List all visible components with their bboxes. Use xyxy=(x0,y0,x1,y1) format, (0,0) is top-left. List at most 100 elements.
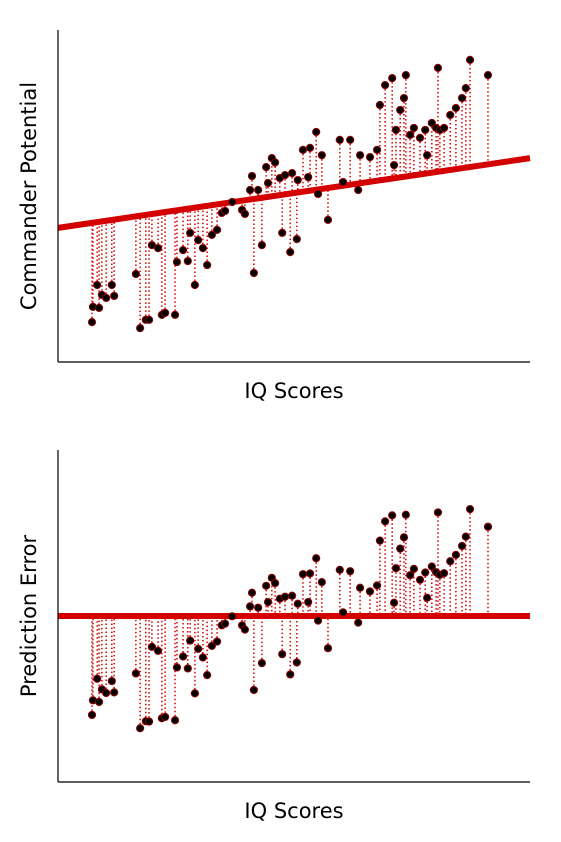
data-point xyxy=(375,100,385,110)
data-point xyxy=(335,135,344,144)
data-point xyxy=(207,641,216,650)
data-point xyxy=(317,151,326,160)
data-point xyxy=(107,676,116,686)
data-point xyxy=(391,564,401,573)
data-point xyxy=(190,689,199,698)
data-point xyxy=(483,522,493,531)
data-point xyxy=(457,93,467,103)
data-point xyxy=(355,583,365,592)
data-point xyxy=(354,185,363,195)
data-point xyxy=(153,646,163,655)
data-point xyxy=(286,670,295,679)
data-point xyxy=(380,81,390,90)
data-point xyxy=(161,712,170,722)
y-axis-label: Prediction Error xyxy=(17,535,41,698)
data-point xyxy=(161,308,170,317)
data-point xyxy=(446,110,455,120)
data-point xyxy=(278,228,287,237)
data-point xyxy=(312,554,321,563)
data-point xyxy=(144,315,154,324)
data-point xyxy=(305,569,315,578)
data-point xyxy=(271,158,280,167)
data-point xyxy=(338,177,348,187)
data-point xyxy=(380,517,390,526)
data-point xyxy=(254,185,263,195)
data-point xyxy=(483,71,493,80)
data-point xyxy=(421,568,430,577)
data-point xyxy=(415,575,425,584)
data-point xyxy=(263,597,273,607)
data-point xyxy=(110,291,119,301)
data-point xyxy=(198,244,208,253)
data-point xyxy=(355,151,365,160)
data-point xyxy=(409,564,418,573)
data-point xyxy=(107,280,116,290)
data-point xyxy=(198,653,208,662)
data-point xyxy=(338,608,348,617)
data-point xyxy=(257,659,267,668)
data-point xyxy=(372,581,382,590)
data-point xyxy=(312,127,321,137)
data-point xyxy=(396,105,405,115)
data-point xyxy=(262,163,271,172)
data-point xyxy=(170,310,180,319)
data-point xyxy=(293,175,302,185)
x-axis-label: IQ Scores xyxy=(244,379,343,403)
data-point xyxy=(286,248,295,257)
data-point xyxy=(439,123,449,133)
data-point xyxy=(94,697,104,707)
data-point xyxy=(365,153,375,162)
data-point xyxy=(292,235,301,244)
data-point xyxy=(335,565,344,574)
data-point xyxy=(246,602,255,611)
data-point xyxy=(228,197,237,207)
data-point xyxy=(451,550,460,560)
data-point xyxy=(372,145,382,154)
data-point xyxy=(93,674,102,683)
data-point xyxy=(93,280,102,290)
fit-line xyxy=(57,155,531,231)
data-point xyxy=(246,185,255,195)
data-point xyxy=(178,246,188,255)
data-point xyxy=(172,257,182,267)
data-point xyxy=(203,260,212,270)
data-point xyxy=(304,172,313,182)
data-point xyxy=(183,664,192,673)
data-point xyxy=(102,293,111,303)
data-point xyxy=(304,597,313,607)
data-point xyxy=(288,168,297,178)
data-point xyxy=(136,724,145,733)
data-point xyxy=(194,236,203,245)
data-point xyxy=(147,642,157,651)
data-point xyxy=(465,55,475,64)
data-point xyxy=(427,562,436,571)
data-point xyxy=(131,269,140,279)
data-point xyxy=(313,616,323,625)
panel: IQ Scores Prediction Error xyxy=(17,450,530,823)
data-point xyxy=(194,644,203,653)
data-point xyxy=(433,508,443,517)
data-point xyxy=(249,268,258,278)
data-point xyxy=(461,84,470,93)
data-point xyxy=(461,532,470,541)
data-point xyxy=(186,228,195,237)
data-point xyxy=(305,143,315,152)
data-point xyxy=(401,510,410,519)
data-point xyxy=(389,161,399,170)
data-point xyxy=(439,569,449,578)
data-point xyxy=(262,581,271,590)
x-axis-label: IQ Scores xyxy=(244,799,343,823)
data-point xyxy=(263,178,273,188)
data-point xyxy=(170,716,180,725)
data-point xyxy=(293,599,302,608)
data-point xyxy=(102,688,111,698)
data-point xyxy=(323,644,333,653)
data-point xyxy=(375,536,385,545)
data-point xyxy=(388,511,397,520)
data-point xyxy=(323,215,333,225)
data-point xyxy=(346,567,355,576)
data-point xyxy=(401,71,410,80)
data-point xyxy=(254,603,263,612)
data-point xyxy=(288,591,297,600)
